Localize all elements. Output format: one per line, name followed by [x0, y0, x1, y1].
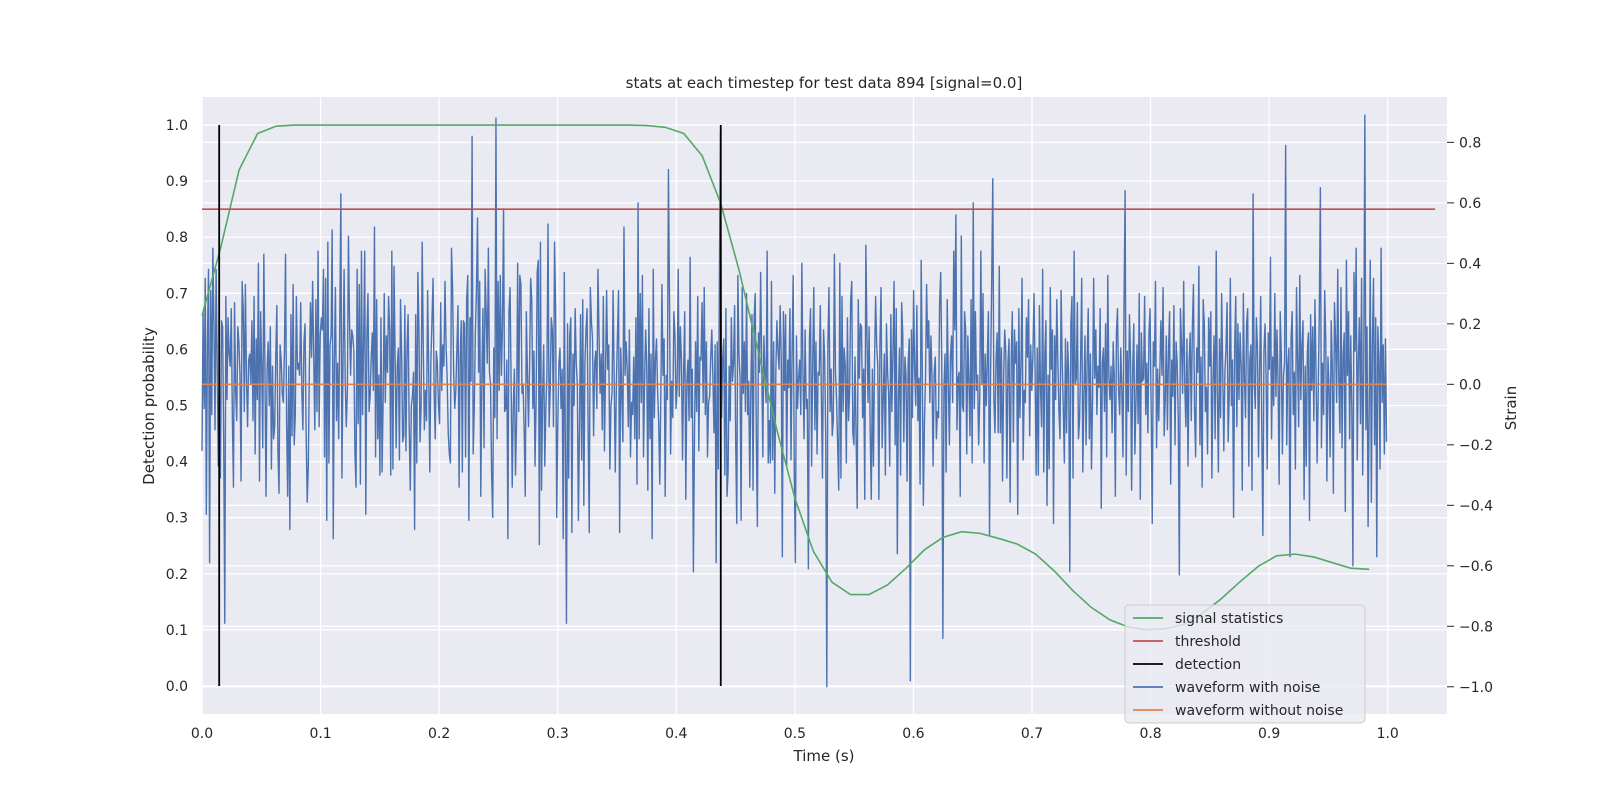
right-y-tick-label: 0.0: [1459, 377, 1481, 393]
left-y-tick-label: 0.0: [166, 679, 188, 695]
x-tick-label: 0.1: [309, 726, 331, 742]
left-y-tick-label: 0.8: [166, 230, 188, 246]
right-y-tick-label: 0.2: [1459, 317, 1481, 333]
left-y-tick-label: 0.2: [166, 567, 188, 583]
chart-title: stats at each timestep for test data 894…: [626, 74, 1023, 92]
right-y-axis-label: Strain: [1502, 386, 1520, 430]
right-y-tick-label: −0.2: [1459, 438, 1493, 454]
x-tick-label: 1.0: [1377, 726, 1399, 742]
left-y-tick-label: 0.3: [166, 511, 188, 527]
x-tick-label: 0.8: [1139, 726, 1161, 742]
left-y-tick-label: 0.5: [166, 399, 188, 415]
series-waveform-with-noise: [201, 114, 1388, 688]
x-tick-label: 0.4: [665, 726, 687, 742]
left-y-axis-ticks: 0.0 0.1 0.2 0.3 0.4 0.5 0.6 0.7 0.8 0.9 1.0: [166, 118, 188, 695]
x-tick-label: 0.2: [428, 726, 450, 742]
left-y-tick-label: 0.9: [166, 174, 188, 190]
right-y-axis-ticks: −1.0 −0.8 −0.6 −0.4 −0.2 0.0 0.2 0.4 0.6 0.8: [1447, 135, 1493, 696]
legend-box: [1124, 604, 1366, 724]
right-y-tick-label: −0.8: [1459, 619, 1493, 635]
right-y-tick-label: −1.0: [1459, 680, 1493, 696]
right-y-tick-label: −0.6: [1459, 559, 1493, 575]
x-axis-ticks: 0.0 0.1 0.2 0.3 0.4 0.5 0.6 0.7 0.8 0.9 1.0: [191, 726, 1399, 742]
legend: signal statistics threshold detection wavef…: [1124, 604, 1366, 724]
left-y-tick-label: 0.7: [166, 286, 188, 302]
x-tick-label: 0.3: [547, 726, 569, 742]
right-y-tick-label: 0.4: [1459, 256, 1481, 272]
left-y-tick-label: 0.6: [166, 342, 188, 358]
right-y-tick-label: 0.8: [1459, 135, 1481, 151]
x-tick-label: 0.7: [1021, 726, 1043, 742]
x-tick-label: 0.0: [191, 726, 213, 742]
right-y-tick-label: 0.6: [1459, 196, 1481, 212]
left-y-axis-label: Detection probability: [140, 327, 158, 485]
left-y-tick-label: 0.4: [166, 455, 188, 471]
x-tick-label: 0.6: [902, 726, 924, 742]
x-tick-label: 0.9: [1258, 726, 1280, 742]
left-y-tick-label: 1.0: [166, 118, 188, 134]
x-axis-label: Time (s): [793, 747, 855, 765]
right-y-tick-label: −0.4: [1459, 498, 1493, 514]
legend-label: detection: [1175, 657, 1241, 673]
legend-label: waveform without noise: [1175, 703, 1343, 719]
x-tick-label: 0.5: [784, 726, 806, 742]
left-y-tick-label: 0.1: [166, 623, 188, 639]
legend-label: threshold: [1175, 634, 1241, 650]
legend-label: signal statistics: [1175, 611, 1283, 627]
legend-label: waveform with noise: [1175, 680, 1320, 696]
